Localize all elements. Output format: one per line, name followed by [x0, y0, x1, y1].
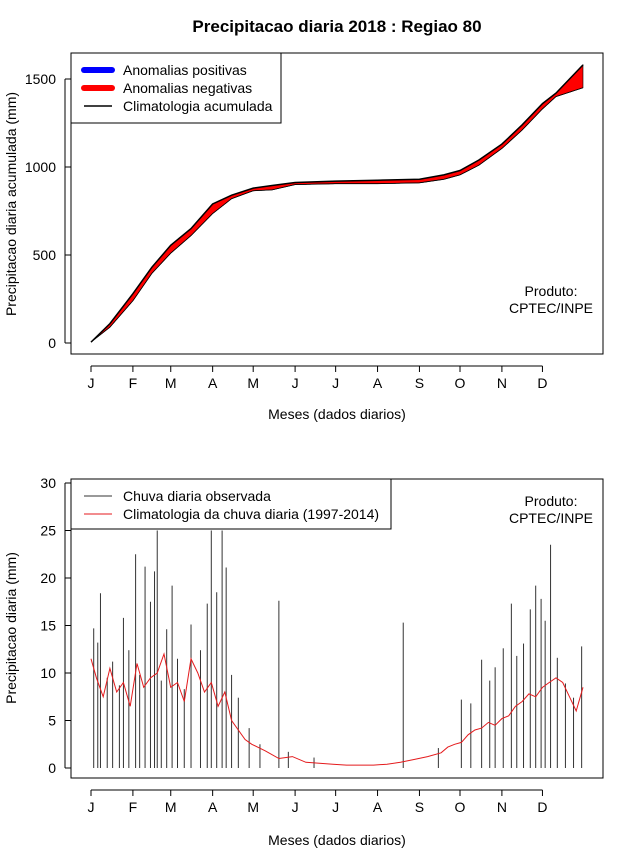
legend-daily: Chuva diaria observada Climatologia da c…	[70, 478, 392, 530]
y-axis-daily-tick-label: 5	[48, 713, 56, 729]
x-axis-daily-tick-label: S	[415, 799, 424, 815]
x-axis-cumulative-tick-label: J	[332, 375, 339, 391]
x-axis-daily-tick-label: A	[208, 799, 218, 815]
y-axis-daily-tick-label: 20	[40, 570, 56, 586]
legend-label-climatology: Climatologia acumulada	[123, 98, 273, 114]
y-axis-cumulative-tick-label: 500	[33, 247, 57, 263]
annotation-product-label: Produto:	[525, 493, 578, 509]
y-axis-label-daily: Precipitacao diaria (mm)	[3, 552, 19, 704]
x-axis-daily-tick-label: O	[455, 799, 466, 815]
x-axis-cumulative-tick-label: A	[208, 375, 218, 391]
climatology-line-layer	[90, 652, 584, 766]
x-axis-daily-tick-label: N	[497, 799, 507, 815]
x-axis-daily-tick-label: J	[88, 799, 95, 815]
y-axis-daily-tick-label: 0	[48, 760, 56, 776]
x-axis-cumulative-tick-label: F	[129, 375, 138, 391]
observed-bars-layer	[93, 530, 583, 768]
line-layer	[90, 64, 584, 343]
x-axis-cumulative-tick-label: N	[497, 375, 507, 391]
x-axis-cumulative-tick-label: O	[455, 375, 466, 391]
page-title: Precipitacao diaria 2018 : Regiao 80	[192, 17, 481, 36]
x-axis-cumulative-tick-label: S	[415, 375, 424, 391]
y-axis-daily-tick-label: 30	[40, 475, 56, 491]
x-axis-label-cumulative: Meses (dados diarios)	[268, 406, 406, 422]
y-axis-daily: 0 5 10 15 20 25 30	[40, 475, 71, 776]
x-axis-daily-tick-label: A	[373, 799, 383, 815]
y-axis-cumulative: 0 500 1000 1500	[25, 71, 71, 351]
x-axis-cumulative-tick-label: M	[247, 375, 259, 391]
legend-label-negative: Anomalias negativas	[123, 80, 252, 96]
y-axis-label-cumulative: Precipitacao diaria acumulada (mm)	[3, 92, 19, 316]
y-axis-daily-tick-label: 15	[40, 618, 56, 634]
observed-cumulative-line	[90, 87, 584, 343]
x-axis-cumulative-tick-label: M	[165, 375, 177, 391]
y-axis-cumulative-tick-label: 1500	[25, 71, 56, 87]
legend-cumulative: Anomalias positivas Anomalias negativas …	[70, 52, 282, 124]
plot-frame-cumulative	[70, 52, 604, 355]
annotation-product-label: Produto:	[525, 283, 578, 299]
daily-chart: 0 5 10 15 20 25 30 J F M A M J J A S O N D Meses (dados d…	[3, 475, 604, 848]
x-axis-label-daily: Meses (dados diarios)	[268, 832, 406, 848]
x-axis-daily-tick-label: J	[332, 799, 339, 815]
x-axis-cumulative-tick-label: A	[373, 375, 383, 391]
climatology-cumulative-line	[90, 64, 584, 343]
annotation-product-source: CPTEC/INPE	[509, 510, 593, 526]
legend-box	[70, 478, 392, 530]
x-axis-daily-tick-label: D	[537, 799, 547, 815]
legend-label-positive: Anomalias positivas	[123, 62, 247, 78]
legend-label-observed: Chuva diaria observada	[123, 488, 271, 504]
annotation-product-source: CPTEC/INPE	[509, 300, 593, 316]
x-axis-cumulative-tick-label: J	[292, 375, 299, 391]
x-axis-daily-tick-label: J	[292, 799, 299, 815]
x-axis-daily-tick-label: M	[247, 799, 259, 815]
daily-climatology-line	[90, 652, 584, 766]
cumulative-chart: 0 500 1000 1500 J F M A M J J A S O N D Meses (dados d…	[3, 52, 604, 422]
x-axis-daily-tick-label: F	[129, 799, 138, 815]
x-axis-cumulative-tick-label: D	[537, 375, 547, 391]
y-axis-cumulative-tick-label: 0	[48, 335, 56, 351]
y-axis-daily-tick-label: 25	[40, 523, 56, 539]
x-axis-cumulative-tick-label: J	[88, 375, 95, 391]
x-axis-daily-tick-label: M	[165, 799, 177, 815]
y-axis-daily-tick-label: 10	[40, 665, 56, 681]
legend-label-daily-climatology: Climatologia da chuva diaria (1997-2014)	[123, 506, 379, 522]
y-axis-cumulative-tick-label: 1000	[25, 159, 56, 175]
